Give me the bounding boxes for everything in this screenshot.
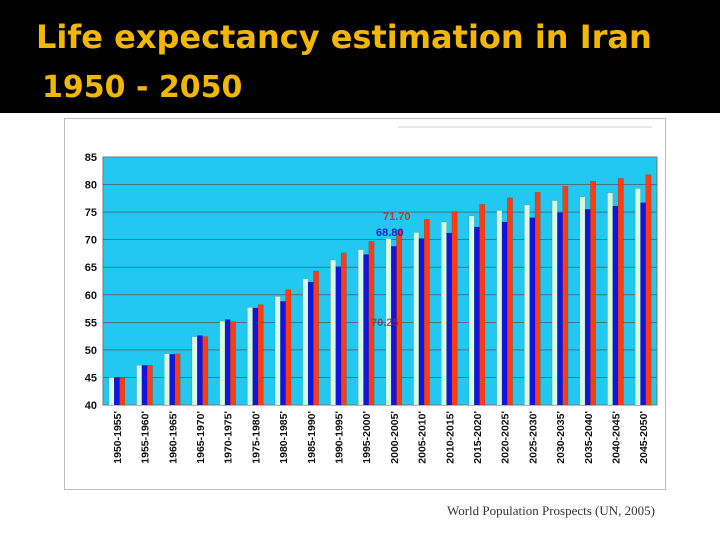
x-tick-label: 1990-1995'	[333, 411, 345, 464]
bar-female	[257, 304, 264, 406]
bar-total	[524, 204, 530, 406]
plot-area	[102, 156, 658, 406]
y-tick-label: 70	[85, 235, 97, 247]
bar-male	[224, 319, 231, 406]
title-band: Life expectancy estimation in Iran 1950 …	[0, 0, 720, 113]
bar-male	[307, 281, 314, 406]
bar-total	[579, 196, 586, 406]
y-tick-label: 75	[85, 207, 97, 219]
x-tick-label: 1955-1960'	[140, 411, 152, 464]
life-expectancy-bar-chart: 40 45 50 55 60 65 70 75 80 85 1950-1955' 1955-1960'…	[85, 126, 658, 464]
bar-female	[590, 181, 596, 406]
x-tick-label: 2045-2050'	[638, 411, 650, 464]
x-tick-label: 1950-1955'	[112, 411, 124, 464]
bar-female	[479, 204, 486, 406]
bar-female	[562, 186, 569, 406]
bar-total	[108, 377, 115, 406]
bar-total	[635, 188, 641, 406]
bar-total	[358, 249, 364, 406]
x-tick-label: 2025-2030'	[527, 411, 539, 464]
bar-male	[252, 307, 259, 406]
bar-female	[230, 321, 236, 406]
bar-male	[280, 301, 286, 406]
bar-total	[136, 365, 143, 406]
x-tick-label: 1995-2000'	[361, 411, 373, 464]
bar-total	[496, 210, 503, 406]
x-tick-label: 2005-2010'	[417, 411, 429, 464]
bar-total	[302, 278, 309, 406]
chart-frame: 40 45 50 55 60 65 70 75 80 85 1950-1955' 1955-1960'…	[64, 118, 666, 490]
x-tick-label: 1985-1990'	[306, 411, 318, 464]
bar-male	[169, 354, 176, 406]
annotation-label: 68.80	[376, 227, 404, 239]
bar-female	[368, 241, 375, 406]
y-tick-label: 50	[85, 345, 97, 357]
x-tick-label: 2010-2015'	[444, 411, 456, 464]
bar-female	[451, 211, 458, 406]
bar-total	[191, 336, 198, 406]
source-caption: World Population Prospects (UN, 2005)	[446, 503, 655, 518]
y-tick-label: 65	[85, 262, 97, 274]
bar-female	[174, 353, 181, 406]
bar-total	[247, 307, 253, 406]
bar-male	[501, 221, 508, 406]
bar-total	[607, 192, 614, 406]
bar-total	[441, 221, 447, 406]
bar-female	[119, 377, 126, 406]
bar-male	[418, 238, 425, 406]
bar-male	[612, 205, 619, 406]
bar-total	[551, 200, 558, 406]
bar-female	[285, 289, 292, 406]
bar-female	[313, 270, 319, 406]
bar-total	[468, 215, 475, 406]
y-tick-label: 40	[85, 400, 97, 412]
bar-male	[141, 365, 148, 406]
y-tick-label: 45	[85, 372, 97, 384]
bar-female	[645, 174, 652, 406]
bar-male	[474, 226, 480, 406]
bar-male	[114, 377, 120, 406]
y-tick-label: 60	[85, 290, 97, 302]
bar-female	[507, 197, 513, 406]
x-tick-label: 2015-2020'	[472, 411, 484, 464]
bar-total	[413, 232, 420, 406]
x-tick-label: 2030-2035'	[555, 411, 567, 464]
bar-male	[446, 232, 453, 406]
x-tick-label: 1980-1985'	[278, 411, 290, 464]
annotation-label: 70.25	[371, 317, 399, 329]
bar-male	[197, 335, 203, 406]
bar-female	[396, 230, 403, 406]
x-tick-label: 1970-1975'	[223, 411, 235, 464]
bar-male	[363, 254, 370, 406]
annotation-label: 71.70	[383, 211, 411, 223]
bar-female	[534, 192, 541, 406]
bar-female	[340, 252, 347, 406]
x-tick-label: 2020-2025'	[500, 411, 512, 464]
y-tick-label: 55	[85, 317, 97, 329]
bar-total	[330, 259, 337, 406]
x-tick-label: 2000-2005'	[389, 411, 401, 464]
y-tick-label: 80	[85, 180, 97, 192]
bar-female	[617, 178, 624, 406]
bar-total	[219, 321, 226, 406]
bar-male	[584, 209, 591, 406]
bar-female	[424, 219, 430, 406]
x-tick-label: 1975-1980'	[250, 411, 262, 464]
x-tick-label: 1965-1970'	[195, 411, 207, 464]
slide-subtitle-years: 1950 - 2050	[42, 70, 243, 105]
slide-title: Life expectancy estimation in Iran	[36, 18, 652, 56]
x-tick-label: 2035-2040'	[583, 411, 595, 464]
bar-total	[274, 296, 281, 406]
x-tick-label: 2040-2045'	[610, 411, 622, 464]
x-tick-label: 1960-1965'	[167, 411, 179, 464]
bar-total	[164, 353, 170, 406]
bar-total	[385, 238, 392, 406]
bar-male	[529, 217, 536, 406]
bar-male	[557, 212, 563, 406]
bar-female	[202, 336, 209, 406]
y-tick-label: 85	[85, 152, 97, 164]
bar-male	[335, 266, 342, 406]
bar-female	[146, 365, 153, 406]
bar-male	[640, 202, 647, 406]
